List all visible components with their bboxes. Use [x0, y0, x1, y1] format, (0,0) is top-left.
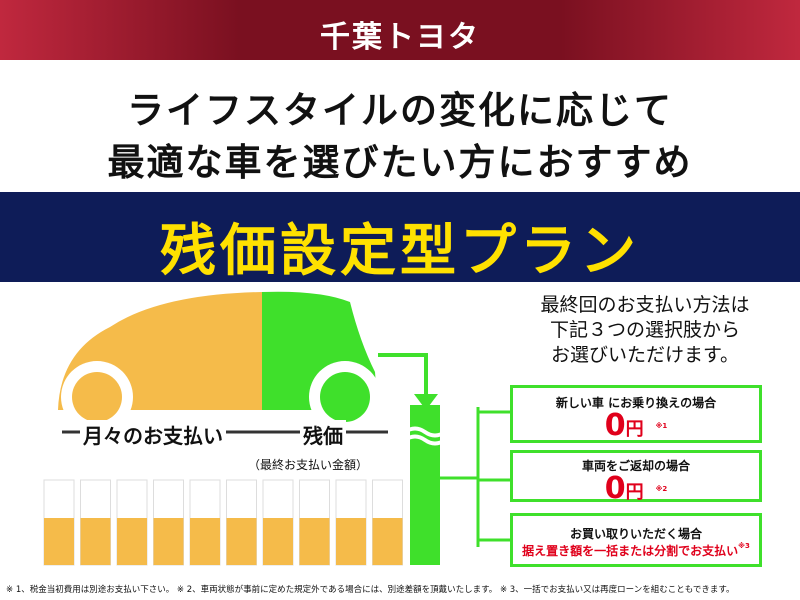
car-illustration: [58, 291, 381, 433]
headline-line1: ライフスタイルの変化に応じて: [127, 89, 673, 132]
yen: 円: [625, 482, 644, 503]
payment-bar-fill: [226, 518, 257, 565]
plan-band: 残価設定型プラン: [0, 192, 800, 284]
option-label: 新しい車 にお乗り換えの場合: [555, 396, 717, 410]
payment-bar-fill: [299, 518, 330, 565]
payment-bar-fill: [336, 518, 366, 565]
plan-diagram: [43, 291, 512, 566]
option-return: 車両をご返却の場合 0円 ※2: [510, 450, 762, 504]
note: ※3: [738, 542, 750, 550]
option-purchase: お買い取りいただく場合 据え置き額を一括または分割でお支払い※3: [510, 513, 762, 567]
payment-bar-fill: [44, 518, 74, 565]
wheel-front: [72, 372, 122, 422]
option-label: 車両をご返却の場合: [581, 459, 690, 473]
footnotes: ※ 1、税金当初費用は別途お支払い下さい。 ※ 2、車両状態が事前に定めた規定外…: [6, 585, 735, 595]
connector-lines: [440, 407, 512, 547]
option-trade-in: 新しい車 にお乗り換えの場合 0円 ※1: [510, 385, 762, 443]
note: ※2: [655, 485, 668, 493]
arrow-line: [378, 353, 428, 400]
option-label: お買い取りいただく場合: [569, 527, 702, 541]
wheel-rear: [320, 372, 370, 422]
plan-title: 残価設定型プラン: [160, 219, 640, 284]
brand-logo: 千葉トヨタ: [320, 20, 480, 55]
payment-bar-fill: [263, 518, 293, 565]
payment-bar-fill: [372, 518, 403, 565]
payment-bar-fill: [80, 518, 111, 565]
payment-bar-fill: [190, 518, 220, 565]
payment-bar-fill: [117, 518, 147, 565]
option-detail: 据え置き額を一括または分割でお支払い: [522, 544, 739, 558]
yen: 円: [625, 419, 644, 440]
brand-banner: 千葉トヨタ: [0, 0, 800, 60]
residual-label: 残価: [300, 420, 346, 449]
option-amount: 0: [604, 408, 626, 443]
monthly-label: 月々のお支払い: [80, 420, 226, 449]
option-amount: 0: [604, 471, 626, 506]
intro-1: 最終回のお支払い方法は: [540, 294, 750, 316]
headline-line2: 最適な車を選びたい方におすすめ: [107, 141, 693, 184]
note: ※1: [655, 422, 668, 430]
residual-sub: （最終お支払い金額）: [245, 456, 372, 473]
intro-3: お選びいただけます。: [550, 344, 740, 366]
intro-2: 下記３つの選択肢から: [549, 319, 740, 341]
arrow-head: [414, 394, 438, 410]
payment-bar-fill: [153, 518, 184, 565]
